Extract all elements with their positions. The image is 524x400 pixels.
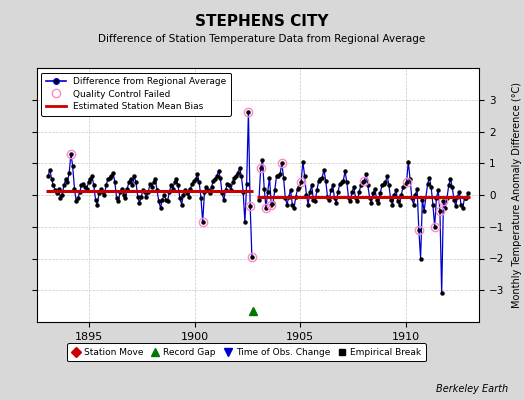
Legend: Station Move, Record Gap, Time of Obs. Change, Empirical Break: Station Move, Record Gap, Time of Obs. C… — [67, 344, 425, 362]
Text: Difference of Station Temperature Data from Regional Average: Difference of Station Temperature Data f… — [99, 34, 425, 44]
Text: STEPHENS CITY: STEPHENS CITY — [195, 14, 329, 29]
Y-axis label: Monthly Temperature Anomaly Difference (°C): Monthly Temperature Anomaly Difference (… — [511, 82, 521, 308]
Legend: Difference from Regional Average, Quality Control Failed, Estimated Station Mean: Difference from Regional Average, Qualit… — [41, 72, 231, 116]
Text: Berkeley Earth: Berkeley Earth — [436, 384, 508, 394]
